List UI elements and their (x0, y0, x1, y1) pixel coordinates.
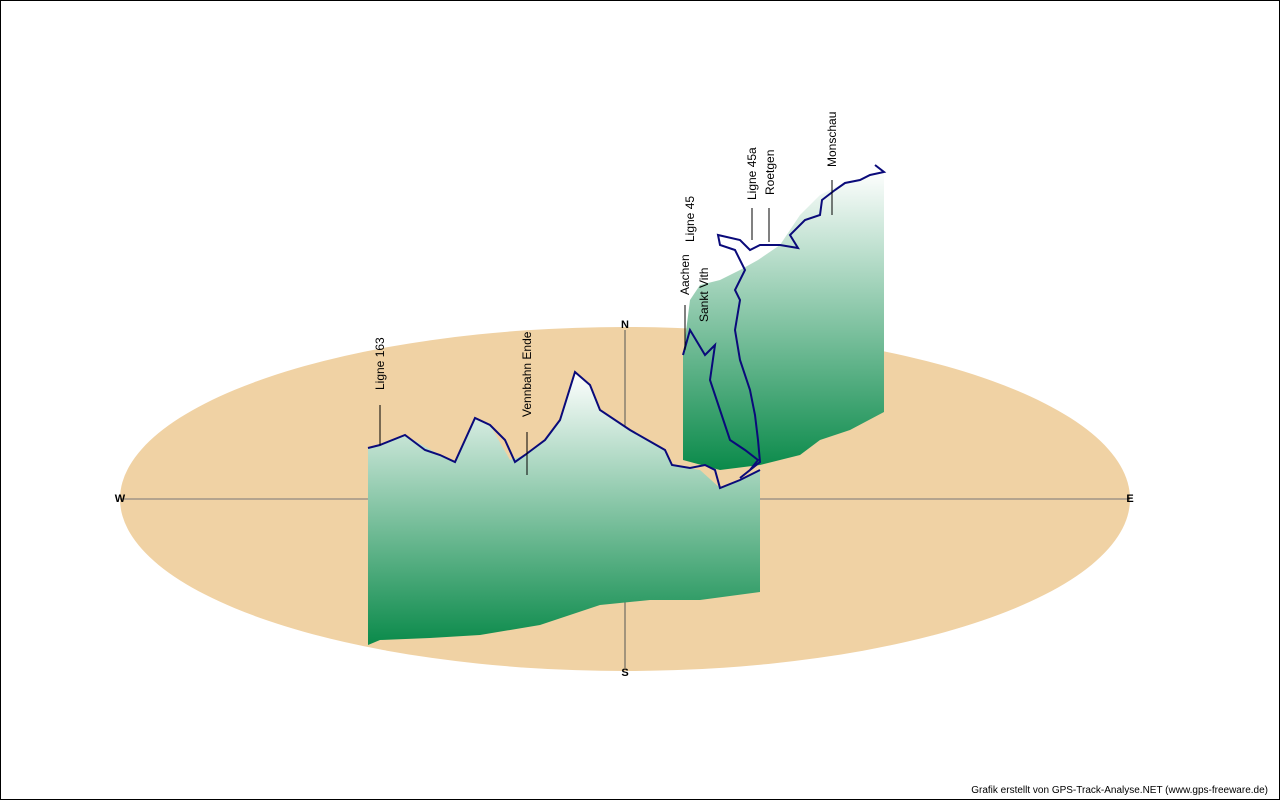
elevation-curtain-front (368, 372, 760, 645)
waypoint-label: Ligne 45a (745, 147, 759, 200)
waypoint-label: Ligne 45 (683, 196, 697, 242)
compass-north: N (621, 319, 629, 331)
waypoint-label: Monschau (825, 112, 839, 167)
waypoint-label: Aachen (678, 254, 692, 295)
track-back (682, 164, 887, 479)
waypoint-label: Sankt Vith (697, 268, 711, 322)
compass-south: S (621, 667, 628, 679)
track-front (367, 370, 761, 490)
waypoint-label: Vennbahn Ende (520, 331, 534, 417)
waypoint-label: Ligne 163 (373, 337, 387, 390)
footer-credit: Grafik erstellt von GPS-Track-Analyse.NE… (971, 785, 1268, 796)
compass-west: W (115, 493, 126, 505)
waypoint-label: Roetgen (763, 150, 777, 195)
elevation-curtain-back (683, 170, 884, 470)
waypoint-leaders (379, 180, 833, 475)
compass-east: E (1126, 493, 1133, 505)
